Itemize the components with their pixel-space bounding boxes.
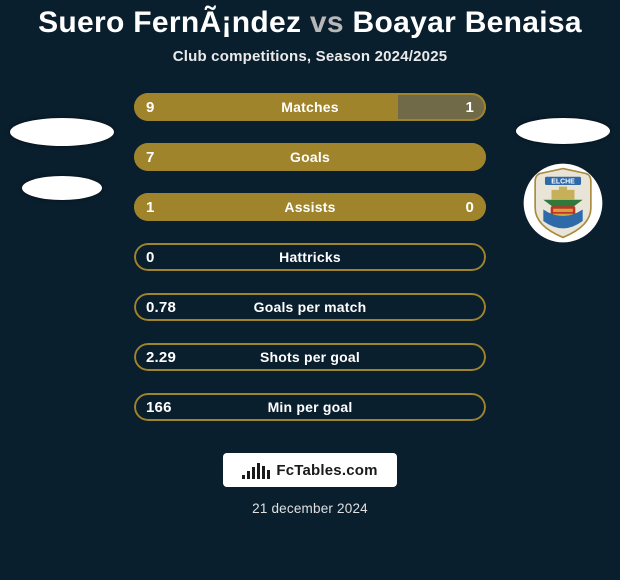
brand-logo: FcTables.com — [223, 453, 397, 487]
stat-label: Hattricks — [134, 243, 486, 271]
stat-bar-track: Goals7 — [134, 143, 486, 171]
stat-value-left: 1 — [146, 193, 155, 221]
player1-name: Suero FernÃ¡ndez — [38, 6, 301, 39]
stat-value-right: 0 — [465, 193, 474, 221]
stat-row: Matches9 1 — [22, 93, 598, 121]
stat-row: Min per goal166 — [22, 393, 598, 421]
stat-bar-track: Goals per match0.78 — [134, 293, 486, 321]
stat-value-left: 0 — [146, 243, 155, 271]
logo-bar — [267, 470, 270, 479]
stat-value-right: 1 — [465, 93, 474, 121]
stat-bar-track: Assists1 0 — [134, 193, 486, 221]
stat-row: Goals per match0.78 — [22, 293, 598, 321]
stat-label: Assists — [134, 193, 486, 221]
logo-bar — [242, 475, 245, 479]
subtitle: Club competitions, Season 2024/2025 — [0, 48, 620, 65]
crest-text: ELCHE — [551, 179, 575, 186]
stat-value-left: 166 — [146, 393, 172, 421]
elche-crest-icon: ELCHE — [522, 162, 604, 244]
left-team-badges — [10, 118, 114, 200]
brand-text: FcTables.com — [276, 462, 377, 479]
bars-icon — [242, 461, 270, 479]
stat-label: Min per goal — [134, 393, 486, 421]
stat-value-left: 0.78 — [146, 293, 176, 321]
logo-bar — [252, 467, 255, 479]
left-team-badge-1 — [10, 118, 114, 146]
stat-label: Shots per goal — [134, 343, 486, 371]
stat-label: Goals — [134, 143, 486, 171]
player2-name: Boayar Benaisa — [353, 6, 582, 39]
left-team-badge-2 — [22, 176, 102, 200]
comparison-card: Suero FernÃ¡ndez vs Boayar Benaisa Club … — [0, 0, 620, 580]
stat-bar-track: Hattricks0 — [134, 243, 486, 271]
stat-row: Hattricks0 — [22, 243, 598, 271]
logo-bar — [257, 463, 260, 479]
logo-bar — [262, 466, 265, 479]
stat-row: Shots per goal2.29 — [22, 343, 598, 371]
right-team-badges: ELCHE — [516, 118, 610, 244]
stat-label: Goals per match — [134, 293, 486, 321]
stat-bar-track: Min per goal166 — [134, 393, 486, 421]
stat-label: Matches — [134, 93, 486, 121]
right-team-crest: ELCHE — [522, 162, 604, 244]
stat-value-left: 7 — [146, 143, 155, 171]
stat-bar-track: Shots per goal2.29 — [134, 343, 486, 371]
stat-value-left: 9 — [146, 93, 155, 121]
stat-bar-track: Matches9 1 — [134, 93, 486, 121]
date-label: 21 december 2024 — [0, 501, 620, 516]
page-title: Suero FernÃ¡ndez vs Boayar Benaisa — [0, 6, 620, 40]
stat-value-left: 2.29 — [146, 343, 176, 371]
vs-label: vs — [310, 6, 344, 39]
logo-bar — [247, 471, 250, 479]
right-team-badge-oval — [516, 118, 610, 144]
